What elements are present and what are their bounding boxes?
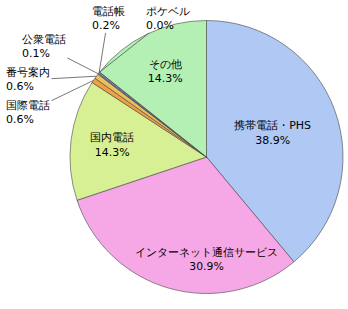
svg-text:番号案内0.6%: 番号案内0.6% [6,66,50,93]
svg-text:国内電話14.3%: 国内電話14.3% [90,131,134,158]
svg-text:携帯電話・PHS38.9%: 携帯電話・PHS38.9% [234,119,311,146]
svg-text:国際電話0.6%: 国際電話0.6% [6,99,50,126]
svg-text:電話帳0.2%: 電話帳0.2% [92,5,125,32]
svg-text:ポケベル0.0%: ポケベル0.0% [146,5,190,32]
svg-text:インターネット通信サービス30.9%: インターネット通信サービス30.9% [135,246,278,273]
svg-text:公衆電話0.1%: 公衆電話0.1% [22,33,66,60]
svg-text:その他14.3%: その他14.3% [148,58,183,85]
